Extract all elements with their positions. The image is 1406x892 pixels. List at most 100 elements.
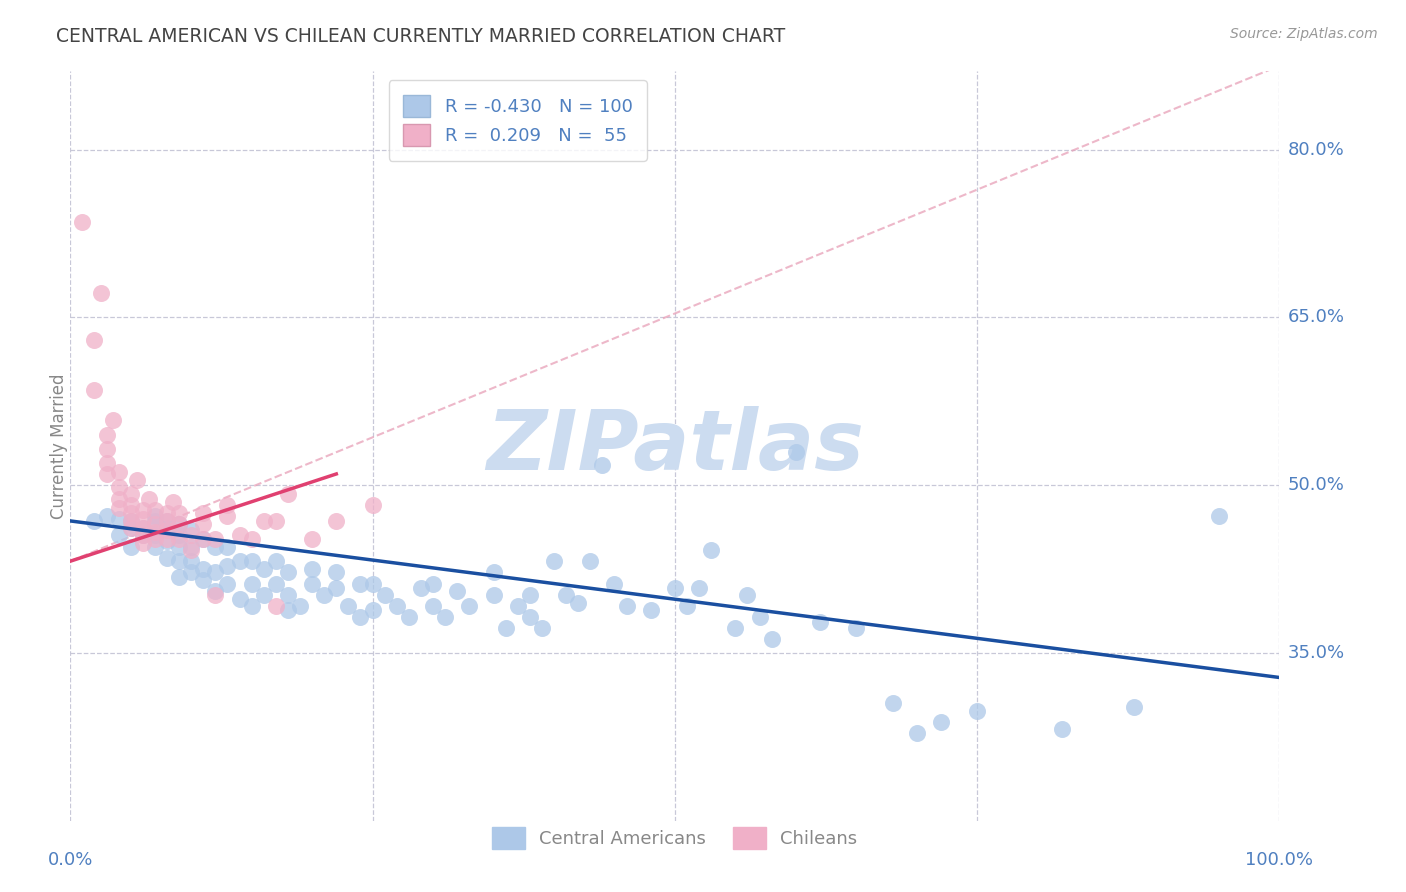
Point xyxy=(167,517,190,532)
Text: 50.0%: 50.0% xyxy=(1288,476,1344,494)
Point xyxy=(676,599,699,613)
Point xyxy=(132,521,155,535)
Point xyxy=(204,532,226,546)
Point xyxy=(83,383,105,397)
Point xyxy=(264,576,287,591)
Point xyxy=(688,581,710,595)
Point xyxy=(167,517,190,532)
Point xyxy=(1050,722,1073,736)
Point xyxy=(204,588,226,602)
Point xyxy=(96,456,118,470)
Text: Source: ZipAtlas.com: Source: ZipAtlas.com xyxy=(1230,27,1378,41)
Point xyxy=(107,480,129,494)
Point xyxy=(603,576,626,591)
Point xyxy=(277,566,299,580)
Point xyxy=(156,506,179,520)
Point xyxy=(519,588,541,602)
Point xyxy=(724,621,747,635)
Point xyxy=(193,532,215,546)
Point xyxy=(204,584,226,599)
Point xyxy=(277,588,299,602)
Point xyxy=(616,599,638,613)
Point xyxy=(156,514,179,528)
Point xyxy=(217,509,239,524)
Point xyxy=(132,502,155,516)
Point xyxy=(591,458,613,472)
Point xyxy=(579,554,602,568)
Point xyxy=(301,562,323,576)
Point xyxy=(567,596,589,610)
Point xyxy=(143,502,166,516)
Point xyxy=(288,599,311,613)
Point xyxy=(253,588,276,602)
Point xyxy=(132,511,155,525)
Point xyxy=(167,506,190,520)
Point xyxy=(737,588,759,602)
Point xyxy=(120,506,142,520)
Point xyxy=(482,566,505,580)
Point xyxy=(240,599,263,613)
Point xyxy=(180,543,202,558)
Point xyxy=(240,554,263,568)
Point xyxy=(277,603,299,617)
Point xyxy=(96,427,118,442)
Point xyxy=(314,588,336,602)
Point xyxy=(90,285,111,300)
Point xyxy=(446,584,468,599)
Point xyxy=(107,511,129,525)
Point xyxy=(120,514,142,528)
Point xyxy=(193,506,215,520)
Point xyxy=(349,610,371,624)
Text: 100.0%: 100.0% xyxy=(1246,851,1313,869)
Point xyxy=(156,523,179,537)
Point xyxy=(482,588,505,602)
Point xyxy=(132,528,155,542)
Point xyxy=(156,521,179,535)
Point xyxy=(929,715,952,730)
Point xyxy=(277,487,299,501)
Point xyxy=(325,514,347,528)
Point xyxy=(966,704,988,718)
Point xyxy=(409,581,432,595)
Point xyxy=(156,532,179,546)
Point xyxy=(204,566,226,580)
Point xyxy=(228,592,250,607)
Point xyxy=(96,467,118,481)
Point xyxy=(143,514,166,528)
Point xyxy=(555,588,578,602)
Point xyxy=(167,540,190,554)
Point xyxy=(167,532,190,546)
Point xyxy=(506,599,529,613)
Point xyxy=(422,599,444,613)
Point xyxy=(361,498,384,512)
Point xyxy=(143,528,166,542)
Text: 0.0%: 0.0% xyxy=(48,851,93,869)
Point xyxy=(325,566,347,580)
Point xyxy=(264,554,287,568)
Point xyxy=(180,554,202,568)
Point xyxy=(120,521,142,535)
Point xyxy=(72,215,94,229)
Point xyxy=(361,603,384,617)
Point xyxy=(240,576,263,591)
Y-axis label: Currently Married: Currently Married xyxy=(51,373,67,519)
Point xyxy=(301,576,323,591)
Point xyxy=(217,558,239,573)
Point xyxy=(156,534,179,549)
Point xyxy=(143,517,166,532)
Point xyxy=(125,473,148,487)
Text: 65.0%: 65.0% xyxy=(1288,309,1344,326)
Point xyxy=(495,621,517,635)
Point xyxy=(143,540,166,554)
Point xyxy=(167,570,190,584)
Point xyxy=(905,726,928,740)
Point xyxy=(156,514,179,528)
Point xyxy=(101,413,124,427)
Point xyxy=(349,576,371,591)
Point xyxy=(640,603,662,617)
Point xyxy=(228,528,250,542)
Point xyxy=(96,442,118,457)
Text: 35.0%: 35.0% xyxy=(1288,644,1346,662)
Point xyxy=(361,576,384,591)
Point xyxy=(120,514,142,528)
